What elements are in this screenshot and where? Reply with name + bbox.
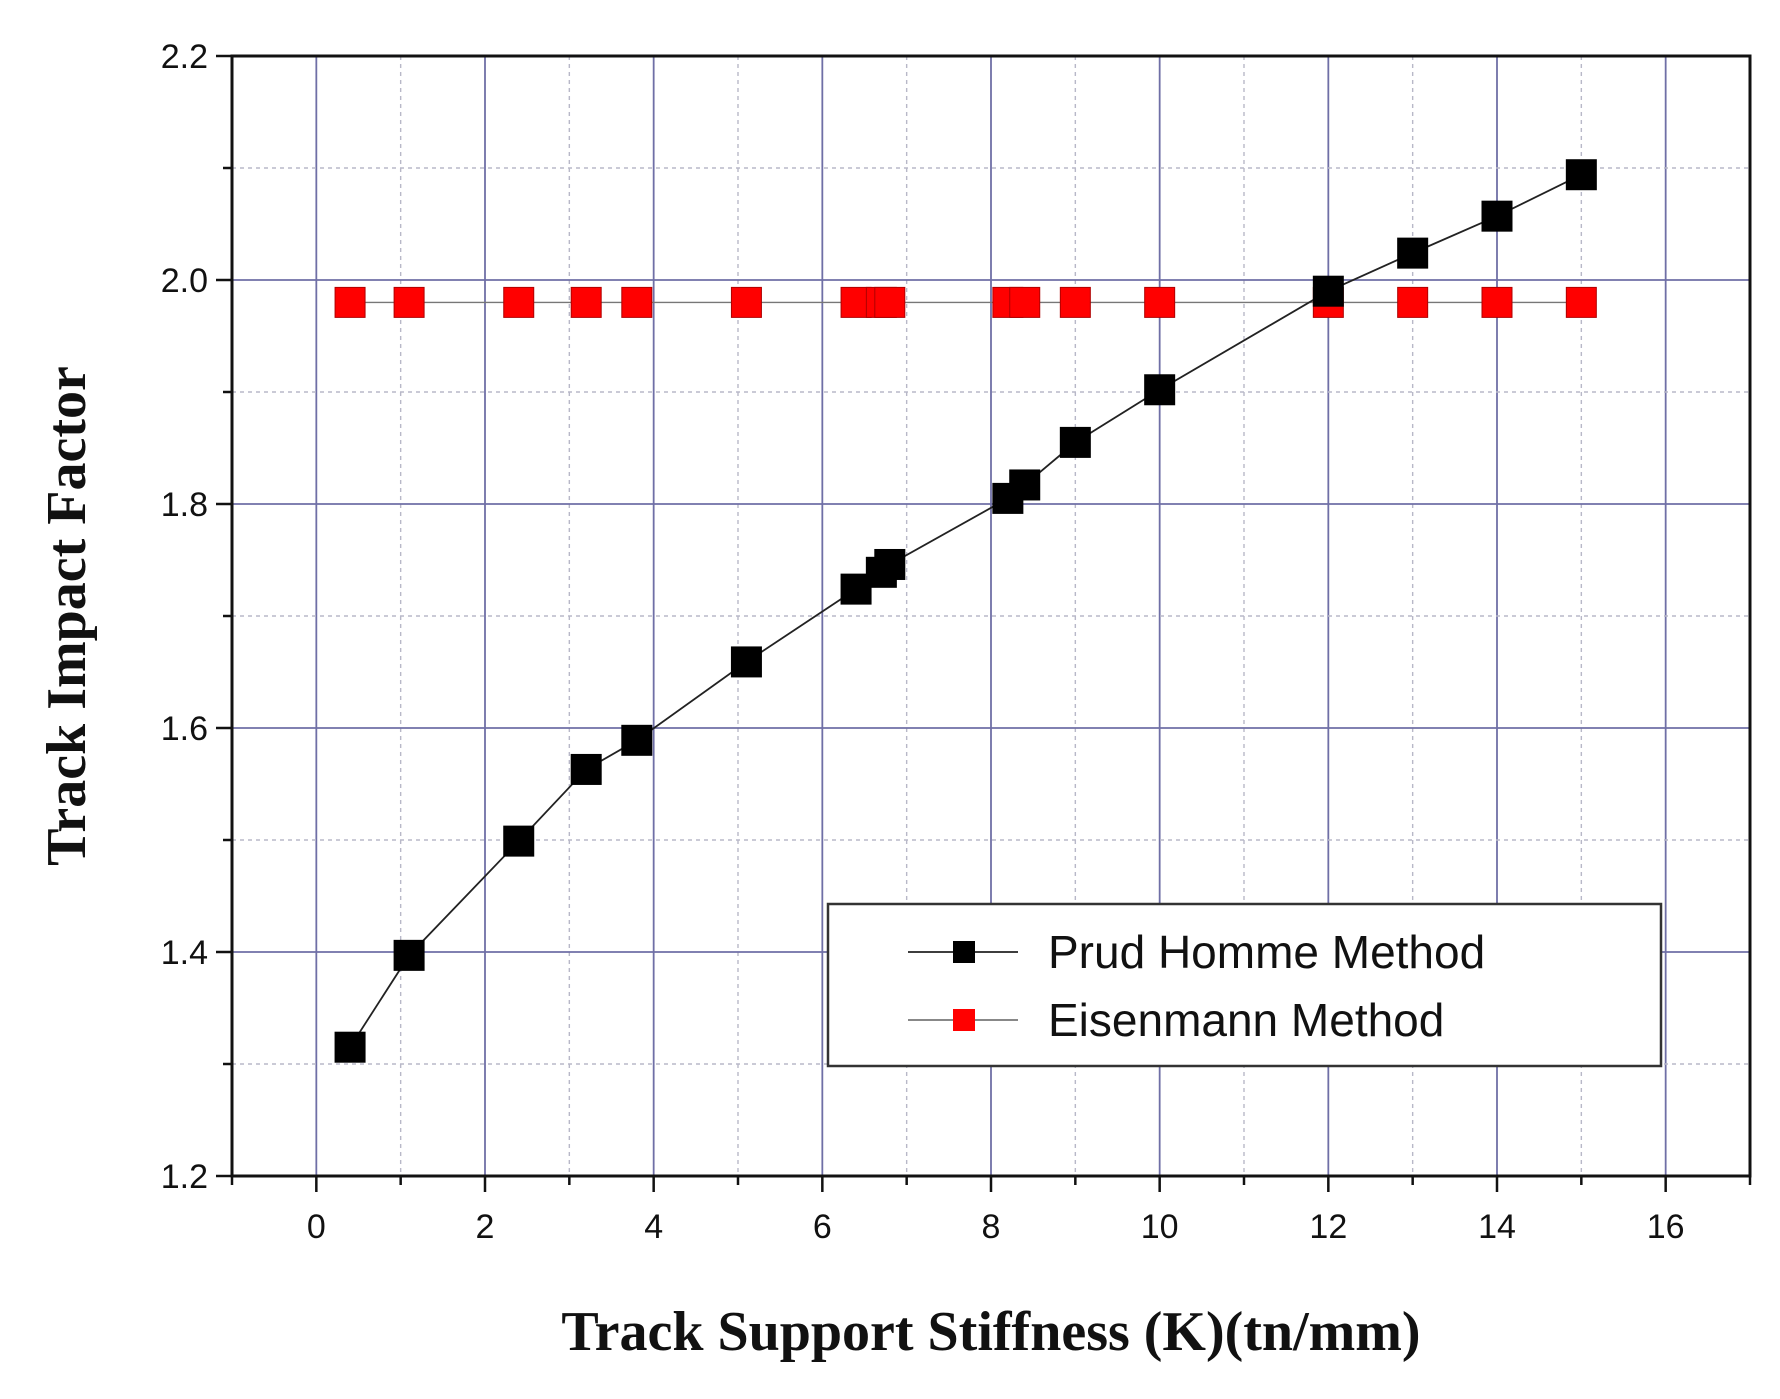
data-point bbox=[1481, 200, 1513, 232]
y-tick-label: 2.0 bbox=[161, 262, 208, 300]
data-point bbox=[1009, 286, 1041, 318]
y-tick-label: 1.4 bbox=[161, 934, 208, 972]
data-series bbox=[334, 159, 1597, 1063]
data-point bbox=[1397, 286, 1429, 318]
data-point bbox=[874, 548, 906, 580]
legend-item: Eisenmann Method bbox=[908, 994, 1444, 1046]
x-tick-label: 6 bbox=[813, 1208, 832, 1246]
data-point bbox=[874, 286, 906, 318]
y-tick-label: 1.2 bbox=[161, 1158, 208, 1196]
data-point bbox=[334, 1031, 366, 1063]
x-tick-label: 0 bbox=[307, 1208, 326, 1246]
data-point bbox=[730, 646, 762, 678]
y-tick-label: 1.8 bbox=[161, 486, 208, 524]
data-point bbox=[1059, 286, 1091, 318]
data-point bbox=[1059, 426, 1091, 458]
legend-marker bbox=[953, 941, 975, 963]
data-point bbox=[1397, 237, 1429, 269]
data-point bbox=[1481, 286, 1513, 318]
data-point bbox=[503, 825, 535, 857]
data-point bbox=[1565, 286, 1597, 318]
data-point bbox=[503, 286, 535, 318]
data-point bbox=[570, 753, 602, 785]
x-tick-label: 8 bbox=[982, 1208, 1001, 1246]
x-tick-label: 10 bbox=[1141, 1208, 1179, 1246]
data-point bbox=[1144, 374, 1176, 406]
x-tick-label: 4 bbox=[644, 1208, 663, 1246]
y-axis-title: Track Impact Factor bbox=[36, 366, 98, 866]
series-0 bbox=[334, 159, 1597, 1063]
x-axis-tick-labels: 0 2 4 6 8 10 12 14 16 bbox=[307, 1208, 1685, 1246]
legend-label: Eisenmann Method bbox=[1048, 994, 1444, 1046]
data-point bbox=[1312, 275, 1344, 307]
legend: Prud Homme Method Eisenmann Method bbox=[826, 902, 1663, 1068]
x-axis-title: Track Support Stiffness (K)(tn/mm) bbox=[561, 1301, 1420, 1363]
legend-item: Prud Homme Method bbox=[908, 926, 1485, 978]
data-point bbox=[334, 286, 366, 318]
data-point bbox=[621, 286, 653, 318]
data-point bbox=[1009, 469, 1041, 501]
data-point bbox=[570, 286, 602, 318]
x-tick-label: 12 bbox=[1309, 1208, 1347, 1246]
legend-items: Prud Homme Method Eisenmann Method bbox=[908, 926, 1485, 1046]
legend-box bbox=[826, 902, 1663, 1068]
y-axis-tick-labels: 1.2 1.4 1.6 1.8 2.0 2.2 bbox=[161, 38, 208, 1196]
legend-marker bbox=[953, 1009, 975, 1031]
data-point bbox=[1565, 159, 1597, 191]
axis-ticks bbox=[216, 54, 1752, 1192]
data-point bbox=[1144, 286, 1176, 318]
legend-label: Prud Homme Method bbox=[1048, 926, 1485, 978]
x-tick-label: 14 bbox=[1478, 1208, 1516, 1246]
y-tick-label: 2.2 bbox=[161, 38, 208, 76]
data-point bbox=[621, 724, 653, 756]
x-tick-label: 16 bbox=[1647, 1208, 1685, 1246]
y-tick-label: 1.6 bbox=[161, 710, 208, 748]
data-point bbox=[730, 286, 762, 318]
data-point bbox=[393, 939, 425, 971]
data-point bbox=[393, 286, 425, 318]
x-tick-label: 2 bbox=[476, 1208, 495, 1246]
